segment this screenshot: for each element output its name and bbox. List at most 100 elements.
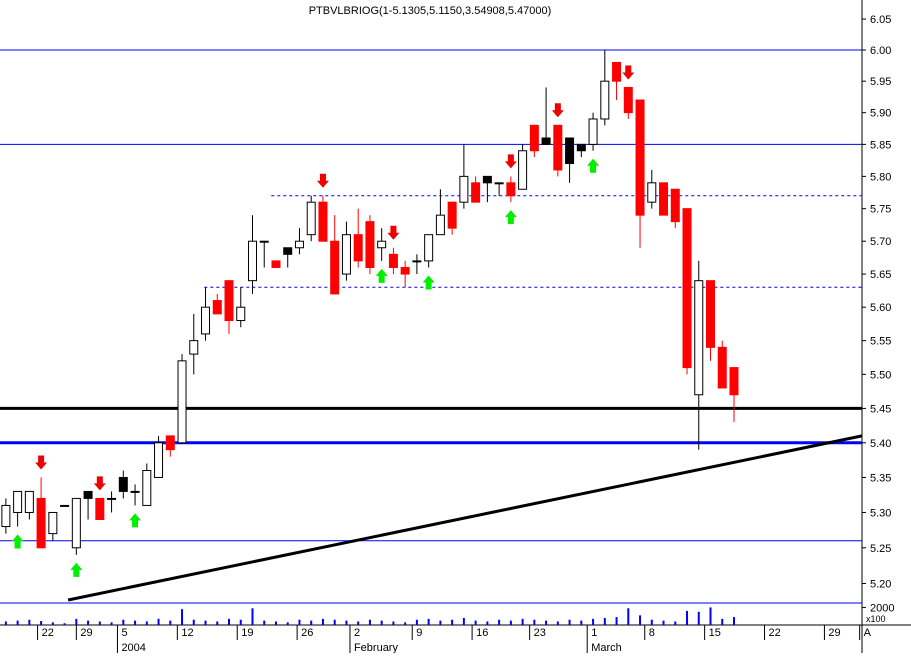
candle-body bbox=[388, 253, 398, 268]
trendline bbox=[67, 434, 863, 602]
candle-body bbox=[1, 504, 11, 528]
buy-arrow bbox=[11, 534, 24, 549]
candle-body bbox=[107, 497, 117, 500]
candle-body bbox=[201, 306, 211, 335]
buy-arrow bbox=[375, 268, 388, 283]
sell-arrow bbox=[622, 65, 635, 80]
candle-body bbox=[36, 497, 46, 549]
x-tick-label: 29 bbox=[80, 627, 92, 639]
x-tick-label: 5 bbox=[121, 627, 127, 639]
x-tick-label: 19 bbox=[241, 627, 253, 639]
chart-title: PTBVLBRIOG(1-5.1305,5.1150,3.54908,5.470… bbox=[309, 5, 552, 17]
candle-body bbox=[118, 476, 128, 492]
x-tick-label: 16 bbox=[476, 627, 488, 639]
x-tick-label: 9 bbox=[416, 627, 422, 639]
candle-body bbox=[330, 240, 340, 295]
candle-body bbox=[494, 182, 504, 185]
candle-body bbox=[670, 188, 680, 223]
y-tick-label: 5.70 bbox=[870, 236, 891, 248]
y-tick-label: 5.65 bbox=[870, 269, 891, 281]
candle-body bbox=[459, 175, 469, 203]
candle-body bbox=[224, 280, 234, 322]
candle-body bbox=[706, 280, 716, 348]
candle-body bbox=[294, 240, 304, 249]
candle-body bbox=[471, 182, 481, 203]
candle-body bbox=[482, 175, 492, 184]
candle-body bbox=[659, 182, 669, 216]
y-tick-label: 5.20 bbox=[870, 578, 891, 590]
buy-arrow bbox=[504, 210, 517, 225]
sell-arrow bbox=[35, 455, 48, 470]
candle-body bbox=[400, 266, 410, 275]
buy-arrow bbox=[70, 562, 83, 577]
candle-body bbox=[318, 201, 328, 242]
volume-tick-label: 2000 bbox=[870, 602, 894, 614]
x-tick-label: 29 bbox=[828, 627, 840, 639]
candle-body bbox=[177, 360, 187, 444]
candle-body bbox=[13, 490, 23, 513]
candle-body bbox=[529, 124, 539, 152]
y-tick-label: 5.60 bbox=[870, 302, 891, 314]
candle-body bbox=[729, 367, 739, 396]
candle-body bbox=[95, 497, 105, 521]
candle-body bbox=[48, 511, 58, 535]
candle-body bbox=[518, 150, 528, 190]
candle-body bbox=[271, 260, 281, 268]
candle-body bbox=[212, 300, 222, 315]
candle-body bbox=[717, 346, 727, 389]
candle-body bbox=[647, 182, 657, 203]
candle-body bbox=[623, 86, 633, 114]
sell-arrow bbox=[316, 173, 329, 188]
x-tick-label: 1 bbox=[591, 627, 597, 639]
y-tick-label: 5.75 bbox=[870, 204, 891, 216]
candle-body bbox=[600, 80, 610, 120]
sell-arrow bbox=[387, 225, 400, 240]
candle-body bbox=[259, 240, 269, 243]
candle-body bbox=[236, 306, 246, 322]
y-tick-label: 5.35 bbox=[870, 472, 891, 484]
y-tick-label: 5.30 bbox=[870, 507, 891, 519]
volume-unit: x100 bbox=[866, 614, 886, 624]
y-tick-label: 5.85 bbox=[870, 139, 891, 151]
candle-body bbox=[189, 340, 199, 355]
candle-body bbox=[541, 137, 551, 145]
month-label: February bbox=[354, 642, 399, 653]
x-tick-label: 22 bbox=[42, 627, 54, 639]
candle-body bbox=[553, 124, 563, 171]
candle-body bbox=[447, 201, 457, 229]
sell-arrow bbox=[93, 476, 106, 491]
candle-body bbox=[565, 137, 575, 165]
candle-body bbox=[71, 497, 81, 549]
x-tick-label: 15 bbox=[709, 627, 721, 639]
y-tick-label: 5.90 bbox=[870, 108, 891, 120]
candle-body bbox=[24, 490, 34, 513]
sell-arrow bbox=[504, 154, 517, 169]
candle-body bbox=[588, 118, 598, 145]
candle-body bbox=[576, 143, 586, 152]
candle-body bbox=[412, 260, 422, 263]
y-tick-label: 5.45 bbox=[870, 403, 891, 415]
month-label: 2004 bbox=[121, 642, 145, 653]
x-tick-label: 22 bbox=[769, 627, 781, 639]
candle-body bbox=[424, 234, 434, 262]
candle-body bbox=[435, 214, 445, 236]
month-label: March bbox=[591, 642, 622, 653]
candle-body bbox=[612, 61, 622, 82]
candle-body bbox=[283, 247, 293, 255]
y-tick-label: 5.55 bbox=[870, 336, 891, 348]
candle-body bbox=[60, 504, 70, 507]
y-tick-label: 5.80 bbox=[870, 171, 891, 183]
sell-arrow bbox=[551, 103, 564, 118]
buy-arrow bbox=[422, 275, 435, 290]
candle-body bbox=[247, 240, 257, 282]
candle-body bbox=[154, 442, 164, 478]
candle-body bbox=[377, 240, 387, 249]
x-tick-label: 26 bbox=[301, 627, 313, 639]
candle-body bbox=[142, 469, 152, 506]
x-tick-label: A bbox=[864, 627, 872, 639]
candle-body bbox=[682, 208, 692, 369]
candle-body bbox=[306, 201, 316, 236]
candle-body bbox=[635, 99, 645, 216]
